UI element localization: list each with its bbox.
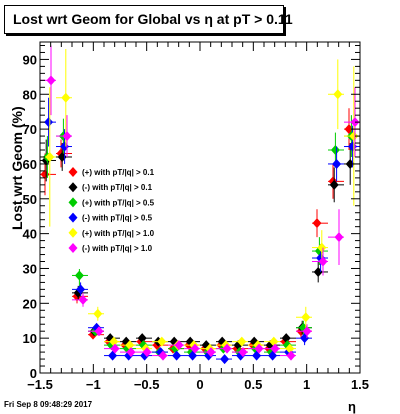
data-point — [62, 131, 72, 142]
data-point — [329, 179, 339, 190]
y-tick-label: 10 — [23, 331, 37, 346]
axis-ticks: 0 10 20 30 40 50 60 70 80 90 −1.5 −1 −0.5 0 0.5 1 1.5 — [23, 42, 369, 392]
legend-box — [68, 165, 162, 269]
legend-label: (+) with pT/|q| > 1.0 — [82, 229, 155, 238]
data-point — [254, 343, 264, 354]
timestamp-footer: Fri Sep 8 09:48:29 2017 — [4, 400, 93, 409]
y-tick-label: 60 — [23, 157, 37, 172]
data-point — [281, 333, 291, 344]
x-tick-label: 1.5 — [351, 377, 369, 392]
legend-label: (-) with pT/|q| > 1.0 — [82, 244, 153, 253]
data-point — [237, 336, 247, 347]
data-point — [317, 242, 327, 253]
y-tick-label: 30 — [23, 261, 37, 276]
data-point — [206, 347, 216, 358]
legend-marker — [68, 227, 78, 238]
legend-marker — [68, 182, 78, 193]
data-point — [238, 347, 248, 358]
data-point — [286, 350, 296, 361]
chart-title: Lost wrt Geom for Global vs η at pT > 0.… — [13, 11, 293, 27]
x-tick-label: 0 — [196, 377, 203, 392]
y-tick-label: 90 — [23, 52, 37, 67]
y-tick-label: 80 — [23, 87, 37, 102]
data-point — [172, 350, 182, 361]
data-point — [270, 343, 280, 354]
data-point — [109, 336, 119, 347]
data-point — [330, 145, 340, 156]
legend-label: (-) with pT/|q| > 0.5 — [82, 214, 153, 223]
x-tick-label: −1.5 — [27, 377, 53, 392]
legend: (+) with pT/|q| > 0.1 (-) with pT/|q| > 0… — [68, 165, 162, 269]
data-point — [110, 343, 120, 354]
data-point — [285, 343, 295, 354]
data-point — [93, 308, 103, 319]
x-axis-label: η — [348, 399, 356, 414]
x-tick-label: −0.5 — [134, 377, 160, 392]
legend-label: (+) with pT/|q| > 0.5 — [82, 198, 155, 207]
data-point — [249, 336, 259, 347]
legend-marker — [68, 212, 78, 223]
legend-label: (-) with pT/|q| > 0.1 — [82, 183, 153, 192]
series-group — [40, 45, 360, 361]
y-tick-label: 50 — [23, 192, 37, 207]
data-point — [220, 354, 230, 365]
data-point — [74, 270, 84, 281]
data-point — [190, 343, 200, 354]
data-point — [269, 336, 279, 347]
data-point — [158, 350, 168, 361]
legend-marker — [68, 243, 78, 253]
data-point — [222, 343, 232, 354]
data-point — [78, 294, 88, 305]
data-point — [313, 266, 323, 277]
y-tick-label: 20 — [23, 296, 37, 311]
data-point — [302, 326, 312, 337]
data-point — [61, 92, 71, 103]
data-point — [125, 340, 135, 351]
data-point — [45, 151, 55, 162]
data-point — [349, 131, 359, 142]
data-point — [334, 232, 344, 243]
y-tick-label: 70 — [23, 122, 37, 137]
y-tick-label: 40 — [23, 227, 37, 242]
y-axis-label: Lost wrt Geom (%) — [9, 106, 25, 230]
data-point — [94, 326, 104, 337]
data-point — [312, 218, 322, 229]
y-tick-label: 0 — [30, 366, 37, 381]
legend-marker — [68, 167, 78, 177]
x-tick-label: −1 — [86, 377, 101, 392]
data-point — [46, 75, 56, 86]
data-point — [76, 284, 86, 295]
x-tick-label: 0.5 — [244, 377, 262, 392]
legend-label: (+) with pT/|q| > 0.1 — [82, 168, 155, 177]
data-point — [137, 333, 147, 344]
data-point — [44, 117, 54, 128]
chart-title-box: Lost wrt Geom for Global vs η at pT > 0.… — [4, 5, 293, 34]
data-point — [126, 347, 136, 358]
data-point — [174, 340, 184, 351]
data-point — [333, 89, 343, 100]
data-marks — [40, 45, 360, 365]
data-point — [157, 336, 167, 347]
x-tick-label: 1 — [303, 377, 310, 392]
data-point — [142, 347, 152, 358]
data-point — [332, 158, 342, 169]
data-point — [318, 256, 328, 267]
data-point — [301, 312, 311, 323]
legend-marker — [68, 197, 78, 208]
